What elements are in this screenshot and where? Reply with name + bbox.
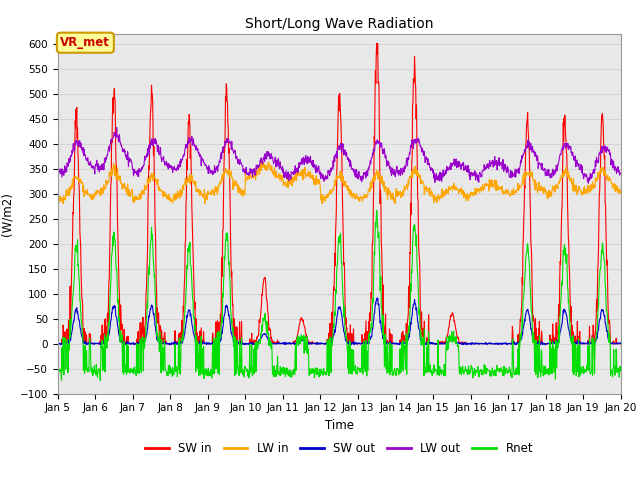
LW out [113, 125, 120, 131]
SW in [54, 341, 61, 347]
LW out [500, 165, 508, 171]
Text: VR_met: VR_met [60, 36, 110, 49]
Rnet [179, 328, 187, 334]
SW in [500, 341, 508, 347]
Rnet [501, 366, 509, 372]
LW out [550, 170, 558, 176]
LW in [259, 159, 267, 165]
SW in [179, 323, 187, 329]
Title: Short/Long Wave Radiation: Short/Long Wave Radiation [245, 17, 433, 31]
Rnet [54, 368, 61, 373]
Rnet [372, 208, 380, 214]
LW in [551, 183, 559, 189]
SW out [166, 342, 173, 348]
SW out [243, 340, 250, 346]
Legend: SW in, LW in, SW out, LW out, Rnet: SW in, LW in, SW out, LW out, Rnet [141, 437, 538, 460]
Rnet [617, 365, 625, 371]
LW out [427, 167, 435, 172]
X-axis label: Time: Time [324, 419, 354, 432]
SW out [130, 342, 138, 348]
LW in [54, 197, 61, 203]
LW in [166, 194, 173, 200]
SW out [179, 335, 187, 340]
SW in [550, 341, 558, 347]
SW in [427, 341, 435, 347]
SW out [54, 341, 61, 347]
Rnet [243, 367, 250, 373]
LW in [501, 191, 509, 197]
Line: SW out: SW out [58, 298, 621, 345]
SW in [165, 341, 173, 347]
Line: LW in: LW in [58, 162, 621, 204]
LW out [584, 180, 592, 186]
SW out [428, 340, 435, 346]
Rnet [551, 348, 559, 353]
SW in [617, 341, 625, 347]
LW out [617, 170, 625, 176]
Y-axis label: (W/m2): (W/m2) [1, 192, 14, 236]
SW out [617, 340, 625, 346]
SW in [372, 41, 380, 47]
SW out [501, 340, 509, 346]
LW in [617, 188, 625, 193]
LW out [166, 162, 173, 168]
Line: Rnet: Rnet [58, 211, 621, 381]
SW in [242, 341, 250, 347]
LW out [179, 153, 187, 159]
Rnet [428, 368, 435, 373]
LW in [428, 188, 435, 194]
LW out [54, 165, 61, 171]
Rnet [97, 378, 104, 384]
LW in [179, 183, 187, 189]
Rnet [166, 370, 173, 376]
Line: LW out: LW out [58, 128, 621, 183]
LW out [243, 164, 250, 170]
SW out [374, 295, 381, 301]
Line: SW in: SW in [58, 44, 621, 344]
SW out [551, 339, 559, 345]
LW in [243, 176, 250, 182]
LW in [60, 201, 67, 206]
